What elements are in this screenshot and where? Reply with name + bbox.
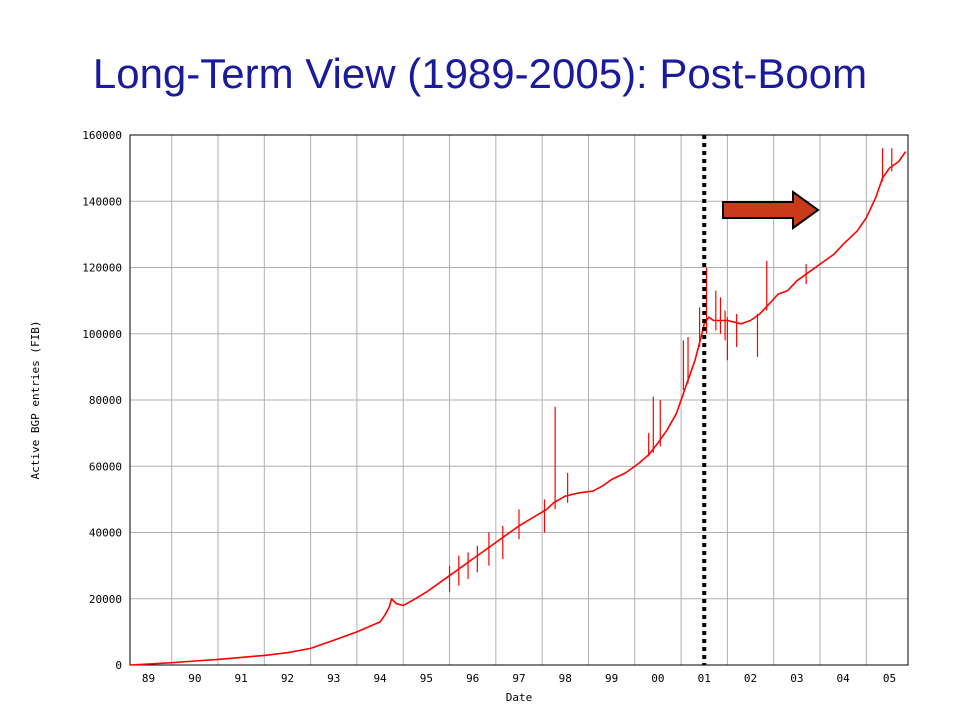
x-tick-label: 99 (605, 672, 618, 685)
series-line (129, 151, 907, 666)
x-tick-label: 98 (559, 672, 572, 685)
series-layer (129, 148, 907, 666)
y-tick-label: 160000 (82, 129, 122, 142)
x-tick-label: 96 (466, 672, 479, 685)
x-tick-label: 00 (651, 672, 664, 685)
y-axis-title: Active BGP entries (FIB) (29, 321, 42, 480)
x-axis-ticks: 89 90 91 92 93 94 95 96 97 98 99 00 01 02 03 04 05 (142, 672, 896, 685)
y-tick-label: 140000 (82, 195, 122, 208)
y-tick-label: 120000 (82, 262, 122, 275)
x-tick-label: 93 (327, 672, 340, 685)
y-tick-label: 60000 (89, 460, 122, 473)
x-tick-label: 89 (142, 672, 155, 685)
y-tick-label: 20000 (89, 593, 122, 606)
annotation-layer (722, 190, 820, 230)
y-tick-label: 40000 (89, 527, 122, 540)
x-axis-title: Date (506, 691, 533, 704)
y-tick-label: 100000 (82, 328, 122, 341)
x-tick-label: 90 (188, 672, 201, 685)
x-tick-label: 95 (420, 672, 433, 685)
x-tick-label: 01 (698, 672, 711, 685)
x-tick-label: 94 (373, 672, 387, 685)
plot-frame (129, 134, 909, 666)
x-tick-label: 92 (281, 672, 294, 685)
slide-title: Long-Term View (1989-2005): Post-Boom (92, 50, 868, 97)
y-tick-label: 0 (115, 659, 122, 672)
x-tick-label: 04 (837, 672, 851, 685)
y-tick-label: 80000 (89, 394, 122, 407)
x-tick-label: 05 (883, 672, 896, 685)
right-arrow-icon (722, 190, 820, 230)
x-tick-label: 91 (235, 672, 248, 685)
y-axis-ticks: 0 20000 40000 60000 80000 100000 120000 140000 1… (82, 129, 122, 672)
x-tick-label: 02 (744, 672, 757, 685)
x-tick-label: 97 (512, 672, 525, 685)
x-tick-label: 03 (790, 672, 803, 685)
